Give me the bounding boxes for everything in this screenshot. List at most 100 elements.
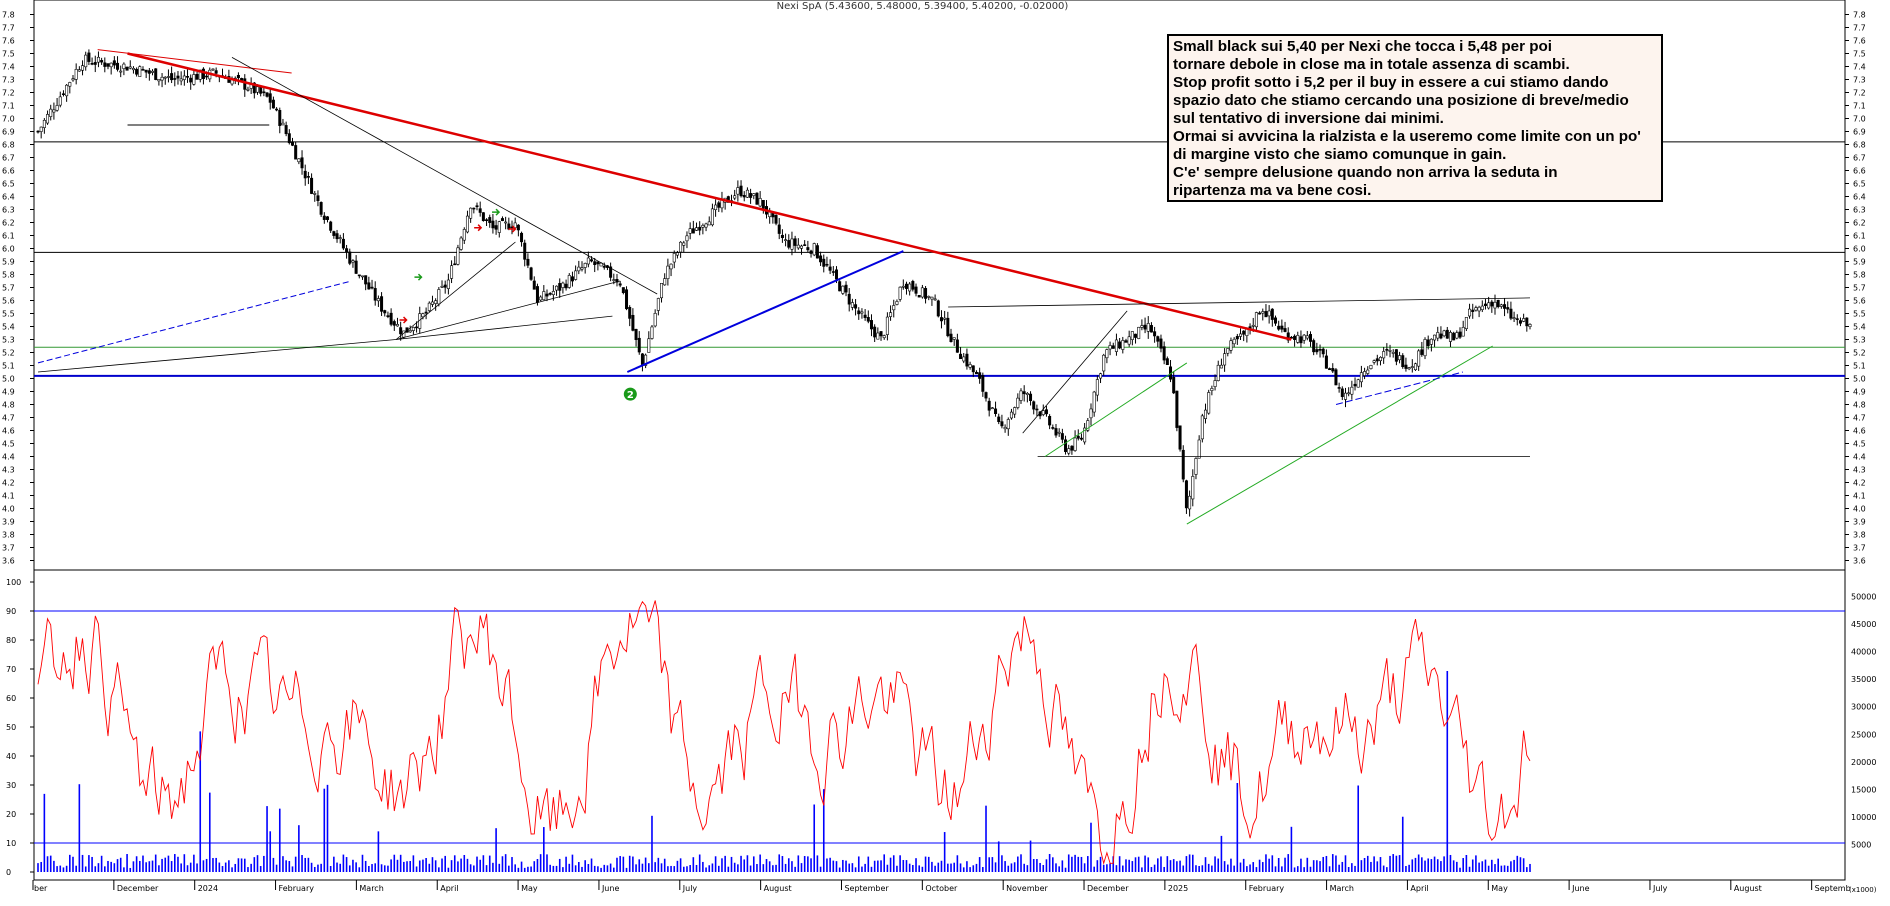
bullish-candle bbox=[860, 311, 864, 314]
bearish-candle bbox=[526, 258, 530, 266]
bearish-candle bbox=[590, 259, 594, 262]
y-tick-label-left: 6.6 bbox=[2, 167, 15, 176]
bullish-candle bbox=[647, 338, 651, 353]
bearish-candle bbox=[1242, 330, 1246, 335]
bearish-candle bbox=[271, 99, 275, 109]
bearish-candle bbox=[252, 82, 256, 94]
bearish-candle bbox=[959, 353, 963, 360]
bearish-candle bbox=[1328, 368, 1332, 371]
y-tick-label-right: 4.1 bbox=[1853, 492, 1866, 501]
bearish-candle bbox=[1175, 390, 1179, 428]
bullish-candle bbox=[297, 158, 301, 163]
bearish-candle bbox=[1318, 348, 1322, 351]
bullish-candle bbox=[119, 70, 123, 73]
bullish-candle bbox=[456, 247, 460, 265]
bullish-candle bbox=[42, 119, 46, 128]
bullish-candle bbox=[77, 69, 81, 72]
bearish-candle bbox=[809, 250, 813, 254]
bearish-candle bbox=[1509, 308, 1513, 319]
bearish-candle bbox=[717, 202, 721, 208]
bullish-candle bbox=[1102, 354, 1106, 372]
bullish-candle bbox=[1356, 379, 1360, 388]
bearish-candle bbox=[844, 284, 848, 293]
comment-line: tornare debole in close ma in totale ass… bbox=[1173, 56, 1570, 73]
bearish-candle bbox=[974, 371, 978, 375]
bearish-candle bbox=[332, 231, 336, 236]
bearish-candle bbox=[341, 238, 345, 249]
bullish-candle bbox=[539, 296, 543, 301]
volume-tick-label: 10000 bbox=[1851, 813, 1876, 822]
bearish-candle bbox=[819, 255, 823, 263]
y-tick-label-right: 5.1 bbox=[1853, 362, 1866, 371]
bearish-candle bbox=[100, 60, 104, 63]
oscillator-tick-label: 90 bbox=[6, 607, 16, 616]
bullish-candle bbox=[885, 316, 889, 335]
bullish-candle bbox=[672, 253, 676, 263]
bearish-candle bbox=[1111, 345, 1115, 349]
bullish-candle bbox=[695, 227, 699, 231]
bearish-candle bbox=[1118, 341, 1122, 349]
green-rising-trendline-2 bbox=[1186, 345, 1493, 525]
y-tick-label-left: 5.7 bbox=[2, 284, 15, 293]
bullish-candle bbox=[1016, 397, 1020, 408]
bearish-candle bbox=[637, 337, 641, 353]
bullish-candle bbox=[745, 189, 749, 198]
bullish-candle bbox=[679, 241, 683, 253]
bearish-candle bbox=[1181, 449, 1185, 480]
long-base-trendline bbox=[37, 339, 397, 373]
bearish-candle bbox=[946, 317, 950, 337]
bullish-candle bbox=[1041, 410, 1045, 415]
bullish-candle bbox=[109, 62, 113, 68]
bearish-candle bbox=[386, 315, 390, 317]
y-tick-label-right: 5.8 bbox=[1853, 271, 1866, 280]
y-tick-label-right: 6.9 bbox=[1853, 128, 1866, 137]
bullish-candle bbox=[504, 221, 508, 224]
bearish-candle bbox=[618, 283, 622, 286]
bullish-candle bbox=[39, 126, 43, 132]
bearish-candle bbox=[383, 310, 387, 314]
bearish-candle bbox=[691, 228, 695, 234]
bearish-candle bbox=[87, 52, 91, 62]
bullish-candle bbox=[710, 208, 714, 226]
bullish-candle bbox=[138, 66, 142, 77]
bullish-candle bbox=[163, 76, 167, 79]
bullish-candle bbox=[440, 285, 444, 288]
y-tick-label-left: 3.7 bbox=[2, 544, 15, 553]
y-tick-label-left: 3.6 bbox=[2, 557, 15, 566]
bullish-candle bbox=[1006, 419, 1010, 430]
y-tick-label-right: 5.4 bbox=[1853, 323, 1866, 332]
bearish-candle bbox=[917, 295, 921, 298]
y-tick-label-right: 6.3 bbox=[1853, 206, 1866, 215]
y-tick-label-left: 6.4 bbox=[2, 193, 15, 202]
bearish-candle bbox=[1518, 320, 1522, 324]
bullish-candle bbox=[1407, 367, 1411, 370]
bearish-candle bbox=[1044, 409, 1048, 415]
bearish-candle bbox=[911, 281, 915, 290]
y-tick-label-right: 5.9 bbox=[1853, 258, 1866, 267]
y-tick-label-right: 6.8 bbox=[1853, 141, 1866, 150]
bullish-candle bbox=[1433, 334, 1437, 341]
bearish-candle bbox=[1385, 349, 1389, 351]
bearish-candle bbox=[994, 408, 998, 414]
bullish-candle bbox=[1095, 379, 1099, 396]
x-tick-label: March bbox=[1330, 884, 1354, 893]
bearish-candle bbox=[548, 293, 552, 295]
bullish-candle bbox=[360, 275, 364, 278]
bearish-candle bbox=[243, 78, 247, 90]
bullish-candle bbox=[1114, 339, 1118, 352]
bearish-candle bbox=[787, 240, 791, 248]
bearish-candle bbox=[1159, 338, 1163, 349]
y-tick-label-right: 6.7 bbox=[1853, 154, 1866, 163]
bullish-candle bbox=[281, 122, 285, 126]
bullish-candle bbox=[1083, 427, 1087, 443]
y-tick-label-left: 7.8 bbox=[2, 11, 15, 20]
bearish-candle bbox=[1506, 307, 1510, 310]
bearish-candle bbox=[370, 286, 374, 289]
y-tick-label-left: 7.1 bbox=[2, 102, 15, 111]
y-tick-label-left: 4.5 bbox=[2, 440, 15, 449]
volume-tick-label: 20000 bbox=[1851, 758, 1876, 767]
bearish-candle bbox=[415, 326, 419, 329]
bullish-candle bbox=[1464, 317, 1468, 330]
bullish-candle bbox=[81, 65, 85, 71]
bearish-candle bbox=[625, 289, 629, 310]
